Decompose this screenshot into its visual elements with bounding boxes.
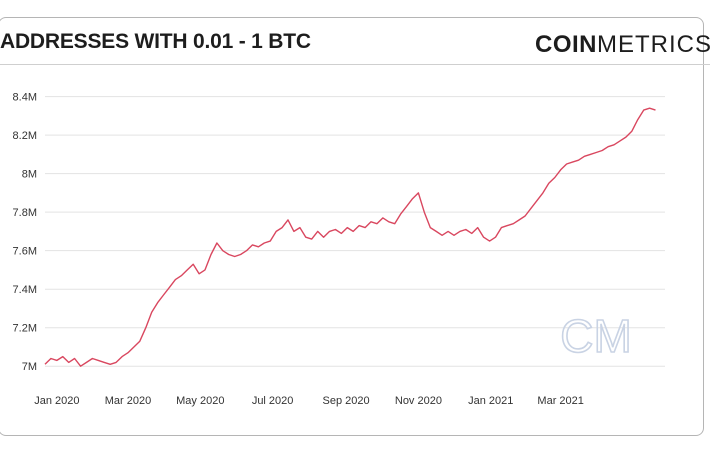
y-tick-label: 8.2M <box>13 130 37 142</box>
x-tick-label: Mar 2020 <box>105 395 151 407</box>
x-axis-ticks: Jan 2020 Mar 2020 May 2020 Jul 2020 Sep 2020… <box>34 395 584 407</box>
x-tick-label: Jul 2020 <box>252 395 294 407</box>
brand-logo-bold: COIN <box>535 31 597 58</box>
y-tick-label: 7M <box>22 361 37 373</box>
x-tick-label: Sep 2020 <box>323 395 370 407</box>
y-axis-ticks: 7M 7.2M 7.4M 7.6M 7.8M 8M 8.2M 8.4M <box>13 92 37 374</box>
y-tick-label: 7.4M <box>13 284 37 296</box>
y-tick-label: 7.2M <box>13 323 37 335</box>
y-tick-label: 7.8M <box>13 207 37 219</box>
x-tick-label: Jan 2020 <box>34 395 79 407</box>
watermark-logo: CM <box>559 309 632 363</box>
x-tick-label: Mar 2021 <box>537 395 583 407</box>
y-tick-label: 7.6M <box>13 246 37 258</box>
x-tick-label: May 2020 <box>176 395 224 407</box>
header-divider <box>0 64 710 65</box>
y-tick-label: 8.4M <box>13 92 37 104</box>
watermark-text: CM <box>560 310 632 362</box>
brand-logo-light: METRICS <box>597 31 710 58</box>
brand-logo: COINMETRICS <box>535 31 710 59</box>
series-line <box>44 107 656 367</box>
x-tick-label: Jan 2021 <box>468 395 513 407</box>
grid-lines <box>45 96 665 367</box>
x-tick-label: Nov 2020 <box>395 395 442 407</box>
chart-title: ADDRESSES WITH 0.01 - 1 BTC <box>0 30 311 53</box>
series-layer <box>44 107 656 367</box>
y-tick-label: 8M <box>22 169 37 181</box>
